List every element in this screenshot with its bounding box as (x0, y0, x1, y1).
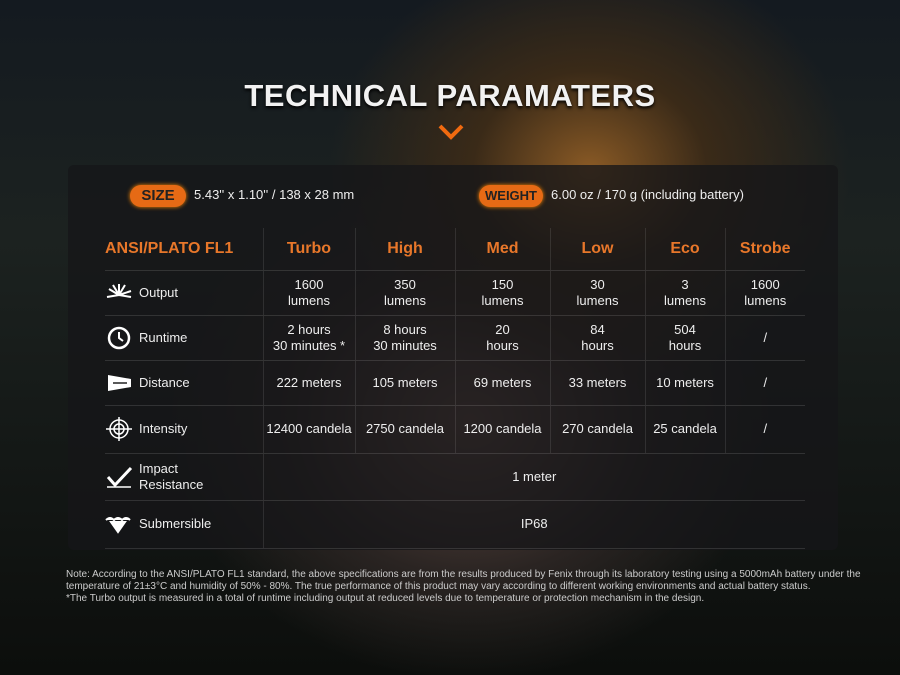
table-cell: 30 lumens (549, 270, 645, 316)
row-label-text: Intensity (139, 421, 188, 436)
table-cell: 222 meters (262, 360, 355, 406)
table-cell: 25 candela (644, 405, 725, 454)
table-cell: 3 lumens (644, 270, 725, 316)
table-cell: 2 hours 30 minutes * (262, 315, 355, 361)
water-icon (105, 517, 131, 534)
row-label: Output (105, 270, 263, 316)
table-cell: 1200 candela (454, 405, 550, 454)
output-icon (106, 283, 132, 298)
chevron-down-icon (438, 124, 464, 140)
size-badge: SIZE (130, 185, 186, 207)
column-header: Strobe (724, 228, 805, 271)
column-header: Med (454, 228, 550, 271)
table-cell: 105 meters (354, 360, 455, 406)
column-header: High (354, 228, 455, 271)
table-cell: 69 meters (454, 360, 550, 406)
clock-icon (107, 326, 131, 349)
table-cell: 84 hours (549, 315, 645, 361)
table-cell: / (724, 315, 805, 361)
impact-icon (106, 466, 133, 488)
turbo-note: *The Turbo output is measured in a total… (66, 593, 705, 604)
table-row: Output 1600 lumens 350 lumens 150 lumens 30 … (105, 270, 805, 316)
table-cell: 1 meter (262, 453, 805, 501)
table-row: Intensity 12400 candela 2750 candela 1200 c… (105, 405, 805, 454)
crosshair-icon (106, 417, 132, 441)
table-cell: 12400 candela (262, 405, 355, 454)
row-label: Distance (105, 360, 263, 406)
page-title: TECHNICAL PARAMATERS (244, 78, 656, 113)
table-cell: 20 hours (454, 315, 550, 361)
table-cell: 1600 lumens (262, 270, 355, 316)
size-value: 5.43'' x 1.10'' / 138 x 28 mm (194, 187, 355, 202)
table-cell: 150 lumens (454, 270, 550, 316)
row-label-text: Distance (139, 374, 190, 390)
column-header: Turbo (262, 228, 355, 271)
table-cell: 1600 lumens (724, 270, 805, 316)
table-cell: 504 hours (644, 315, 725, 361)
beam-distance-icon (108, 374, 131, 391)
table-row: Impact Resistance 1 meter (105, 453, 805, 501)
table-cell: / (724, 360, 805, 406)
column-header: ANSI/PLATO FL1 (105, 228, 263, 271)
row-label: Submersible (105, 500, 263, 549)
table-cell: / (724, 405, 805, 454)
row-label-text: Output (139, 284, 179, 300)
table-cell: IP68 (262, 500, 805, 549)
weight-badge: WEIGHT (479, 185, 543, 207)
table-cell: 270 candela (549, 405, 645, 454)
row-label-text: Submersible (139, 516, 212, 531)
table-row: Distance 222 meters 105 meters 69 meters 33 … (105, 360, 805, 406)
row-label: Intensity (105, 405, 263, 454)
row-label: Runtime (105, 315, 263, 361)
table-cell: 8 hours 30 minutes (354, 315, 455, 361)
table-cell: 10 meters (644, 360, 725, 406)
row-label-text: Runtime (139, 329, 188, 345)
weight-value: 6.00 oz / 170 g (including battery) (551, 187, 744, 202)
table-cell: 350 lumens (354, 270, 455, 316)
spec-table: ANSI/PLATO FL1 Turbo High Med Low Eco Strobe Ou… (105, 228, 805, 549)
table-row: Submersible IP68 (105, 500, 805, 549)
table-cell: 33 meters (549, 360, 645, 406)
column-header: Low (549, 228, 645, 271)
table-cell: 2750 candela (354, 405, 455, 454)
table-row: Runtime 2 hours 30 minutes * 8 hours 30 mi… (105, 315, 805, 361)
column-header: Eco (644, 228, 725, 271)
note-paragraph: Note: According to the ANSI/PLATO FL1 st… (66, 569, 861, 592)
footnote: Note: According to the ANSI/PLATO FL1 st… (66, 569, 866, 605)
row-label: Impact Resistance (105, 453, 263, 501)
row-label-text: Impact Resistance (139, 460, 204, 492)
